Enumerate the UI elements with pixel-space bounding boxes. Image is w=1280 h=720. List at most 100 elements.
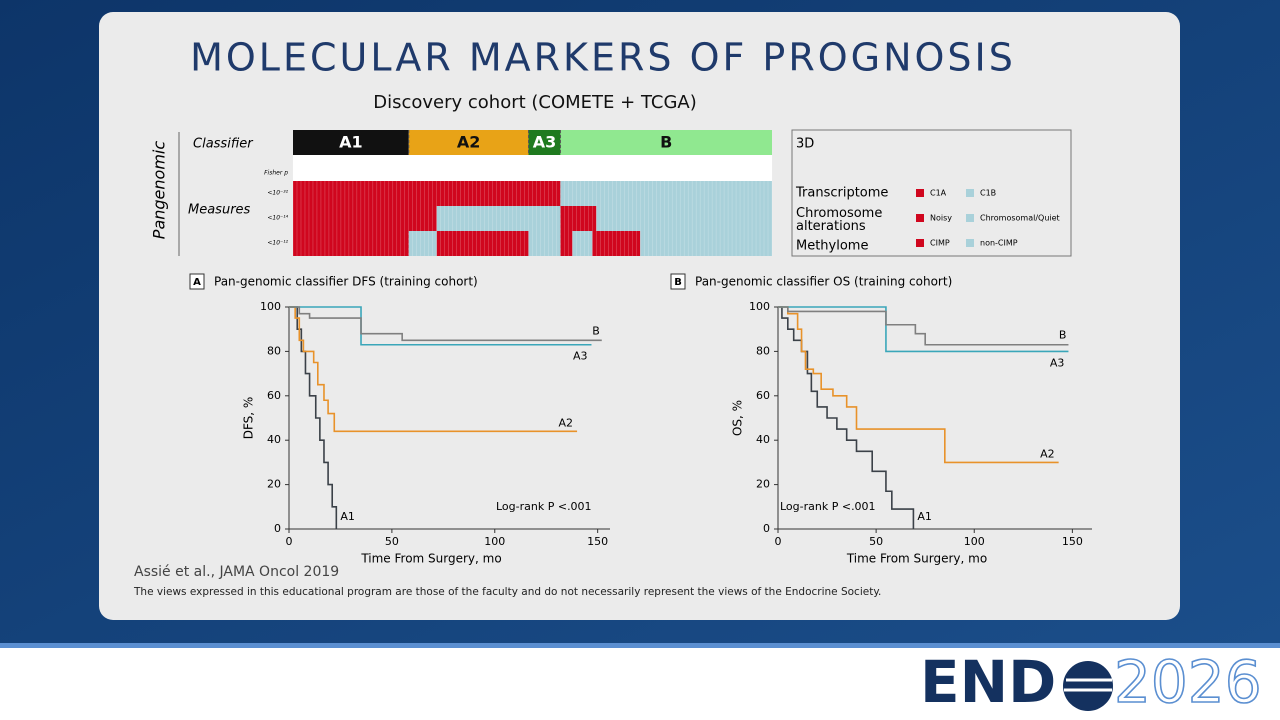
km-curve [778,306,1059,464]
classifier-group [408,130,529,155]
y-tick-label: 0 [274,522,281,535]
classifier-group-label: A3 [533,133,557,152]
heatmap-run [293,181,561,206]
row-label: Methylome [796,239,868,254]
y-tick-label: 100 [260,300,281,313]
km-curve [289,306,602,342]
legend-label: Noisy [930,214,952,223]
heatmap-run [528,231,561,256]
series-label: A3 [573,350,588,363]
panel-badge [670,273,686,290]
slide-title: MOLECULAR MARKERS OF PROGNOSIS [190,36,1016,80]
annotation: Log-rank P <.001 [496,500,592,513]
heatmap-run [596,206,772,231]
citation: Assié et al., JAMA Oncol 2019 [134,564,339,580]
series-label: A2 [559,416,574,429]
logo-left: END [920,648,1056,716]
x-tick-label: 150 [1062,535,1083,548]
heatmap-run [640,231,772,256]
chart-title: Pan-genomic classifier DFS (training coh… [214,275,478,289]
side-label: Pangenomic [150,141,169,240]
fisher-row [293,155,772,181]
series-label: A2 [1040,447,1055,460]
classifier-group [528,130,561,155]
x-tick-label: 50 [385,535,399,548]
heatmap-run [560,206,597,231]
legend-label: non-CIMP [980,239,1018,248]
logo-right: 2026 [1114,648,1262,716]
series-label: B [592,324,600,337]
heatmap-run [572,231,593,256]
legend-label: C1B [980,189,996,198]
y-tick-label: 20 [267,478,281,491]
heatmap-run [408,231,437,256]
x-tick-label: 150 [587,535,608,548]
legend-swatch [966,239,974,247]
legend-label: C1A [930,189,947,198]
classifier-group-label: A2 [457,133,481,152]
y-axis-label: DFS, % [242,397,256,440]
y-tick-label: 100 [749,300,770,313]
legend-label: Chromosomal/Quiet [980,214,1060,223]
y-tick-label: 60 [756,389,770,402]
y-tick-label: 80 [756,344,770,357]
series-label: A3 [1050,356,1065,369]
chart-title: Pan-genomic classifier OS (training coho… [695,275,952,289]
y-tick-label: 80 [267,344,281,357]
series-label: A1 [917,510,932,523]
legend-swatch [916,239,924,247]
km-curve [289,306,578,433]
heatmap-run [592,231,641,256]
heatmap-run [560,181,772,206]
heatmap-run [293,231,409,256]
legend-label: CIMP [930,239,950,248]
legend-swatch [966,214,974,222]
heatmap-run [436,206,561,231]
box-3d [791,129,1072,257]
fisher-p: <10⁻¹⁴ [267,215,288,222]
heatmap-run [560,231,573,256]
y-tick-label: 20 [756,478,770,491]
classifier-label: Classifier [193,137,254,152]
classifier-group-label: A1 [339,133,363,152]
classifier-group [293,130,409,155]
subtitle: Discovery cohort (COMETE + TCGA) [373,92,697,113]
heatmap-run [293,206,437,231]
x-tick-label: 50 [869,535,883,548]
x-tick-label: 0 [775,535,782,548]
row-label: Chromosome alterations [796,206,886,234]
x-axis-label: Time From Surgery, mo [846,552,987,566]
row-label: Transcriptome [795,186,888,201]
km-curve [778,306,915,529]
y-tick-label: 40 [756,433,770,446]
divider [0,643,1280,648]
box-3d-label: 3D [796,137,814,152]
km-curve [289,306,338,529]
fisher-p: <10⁻³² [267,190,288,197]
km-curve [778,306,1069,346]
legend-swatch [966,189,974,197]
panel-badge [189,273,205,290]
x-tick-label: 100 [484,535,505,548]
x-tick-label: 0 [286,535,293,548]
series-label: B [1059,329,1067,342]
fisher-label: Fisher p [264,170,288,177]
annotation: Log-rank P <.001 [780,500,876,513]
y-tick-label: 0 [763,522,770,535]
y-axis-label: OS, % [731,400,745,436]
x-axis-label: Time From Surgery, mo [360,552,501,566]
heatmap-run [436,231,529,256]
fisher-p: <10⁻¹² [267,240,288,247]
legend-swatch [916,214,924,222]
logo-globe [1063,661,1113,711]
logo-globe-lines [1064,678,1112,692]
legend-swatch [916,189,924,197]
y-tick-label: 40 [267,433,281,446]
panel-letter: A [193,277,201,288]
classifier-group [560,130,772,155]
km-curve [778,306,1069,353]
measures-label: Measures [188,203,251,218]
x-tick-label: 100 [964,535,985,548]
